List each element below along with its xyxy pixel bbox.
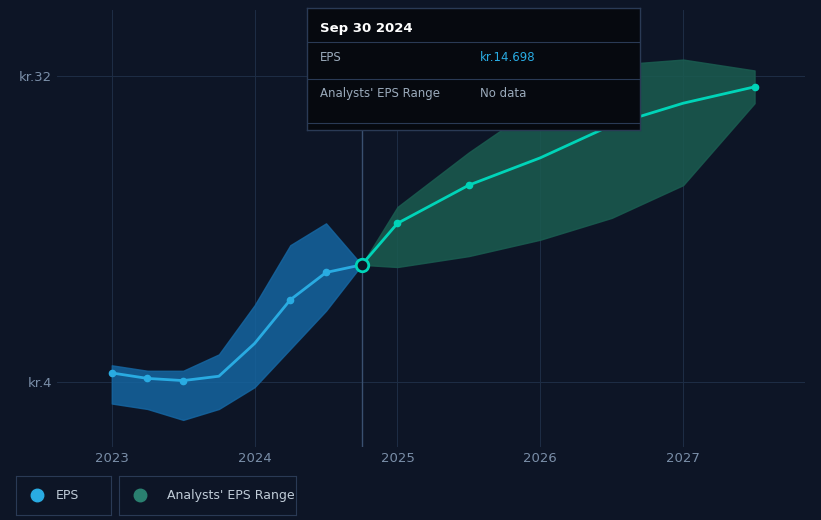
Text: No data: No data — [480, 87, 526, 100]
Text: Analysts Forecasts: Analysts Forecasts — [368, 69, 477, 82]
Text: kr.14.698: kr.14.698 — [480, 50, 535, 63]
Text: Analysts' EPS Range: Analysts' EPS Range — [167, 489, 295, 502]
Text: Sep 30 2024: Sep 30 2024 — [320, 22, 413, 35]
Text: Actual: Actual — [319, 69, 356, 82]
Text: Analysts' EPS Range: Analysts' EPS Range — [320, 87, 440, 100]
Text: EPS: EPS — [56, 489, 80, 502]
Text: EPS: EPS — [320, 50, 342, 63]
